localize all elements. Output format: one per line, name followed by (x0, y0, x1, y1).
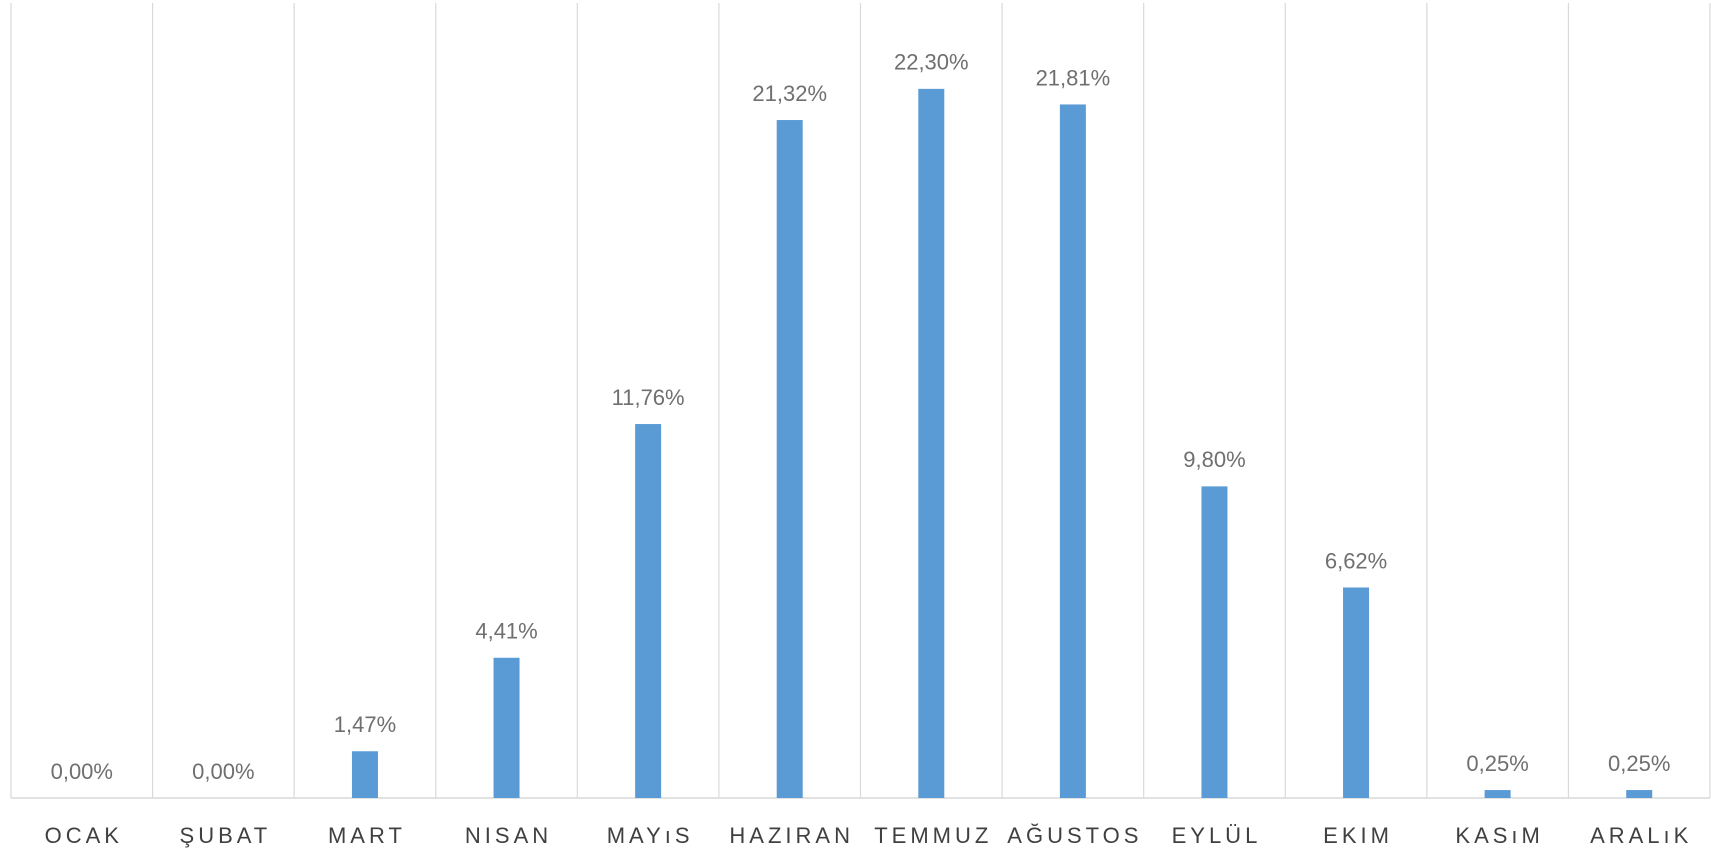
x-tick-label: KASıM (1455, 823, 1543, 848)
bar (493, 657, 520, 798)
bar (918, 88, 945, 799)
x-tick-label: AĞUSTOS (1007, 823, 1142, 848)
data-label: 9,80% (1183, 447, 1245, 472)
x-tick-label: ARALıK (1590, 823, 1692, 848)
x-tick-label: TEMMUZ (874, 823, 992, 848)
data-label: 4,41% (475, 619, 537, 644)
data-label: 22,30% (894, 50, 969, 75)
bar (1626, 790, 1653, 798)
data-label: 0,25% (1608, 751, 1670, 776)
bar (351, 751, 378, 798)
x-tick-label: MART (328, 823, 406, 848)
data-label: 21,81% (1036, 65, 1111, 90)
bar (1484, 790, 1511, 798)
data-label: 6,62% (1325, 548, 1387, 573)
data-label: 1,47% (334, 712, 396, 737)
bar (1201, 486, 1228, 798)
data-label: 21,32% (752, 81, 827, 106)
bar (635, 424, 662, 798)
x-tick-label: OCAK (45, 823, 123, 848)
data-label: 0,00% (192, 759, 254, 784)
data-label: 0,25% (1466, 751, 1528, 776)
x-tick-label: NISAN (465, 823, 552, 848)
x-tick-label: MAYıS (607, 823, 694, 848)
x-tick-label: EYLÜL (1172, 823, 1262, 848)
data-label: 11,76% (612, 385, 685, 410)
x-tick-label: EKIM (1323, 823, 1393, 848)
x-tick-label: ŞUBAT (180, 823, 272, 848)
x-tick-label: HAZIRAN (729, 823, 854, 848)
bar (1059, 104, 1086, 798)
bar (1343, 587, 1370, 798)
data-label: 0,00% (51, 759, 113, 784)
bar (776, 120, 803, 799)
